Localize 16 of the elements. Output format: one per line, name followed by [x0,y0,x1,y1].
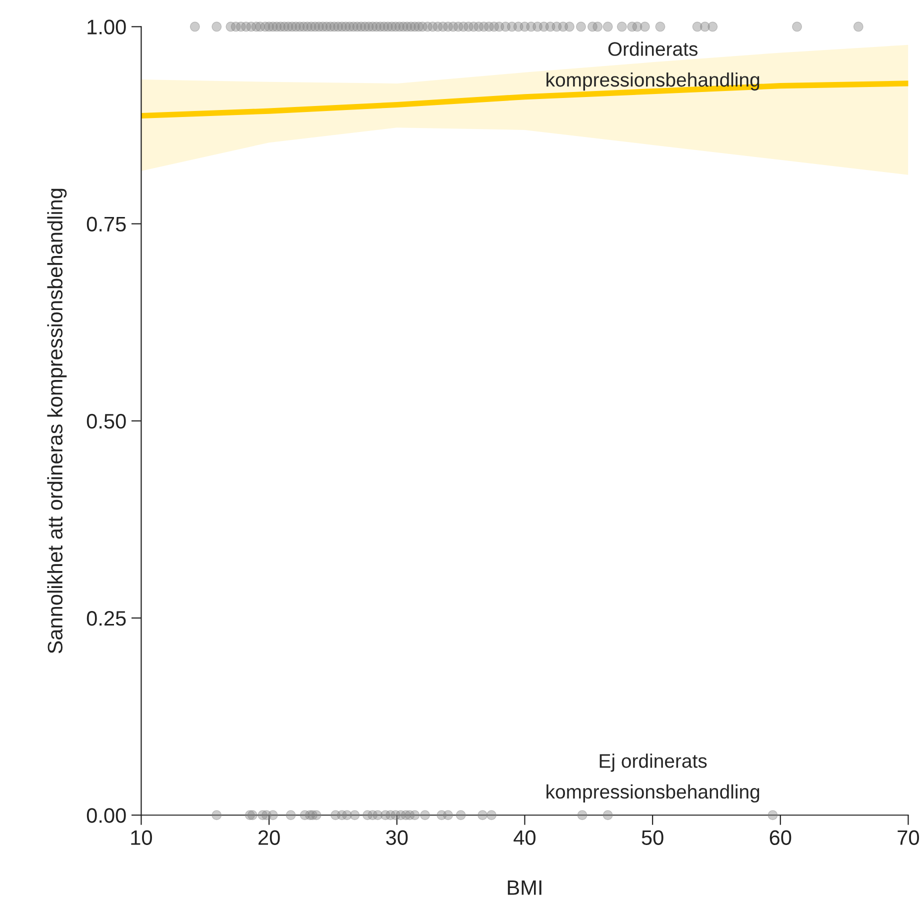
annotation: Ej ordinerats kompressionsbehandling [546,754,760,803]
x-tick-label: 30 [386,830,408,846]
y-axis-title: Sannolikhet att ordineras kompressionsbehandling [47,188,67,654]
y-tick-label: 0.25 [86,611,126,626]
x-tick-label: 40 [514,830,536,846]
x-tick-label: 20 [258,830,280,846]
y-tick-label: 0.00 [86,808,126,823]
x-tick-label: 50 [642,830,664,846]
y-tick-label: 1.00 [88,20,126,34]
x-tick-label: 70 [898,830,920,846]
x-tick-label: 60 [770,830,792,846]
annotation: Ordinerats kompressionsbehandling [546,42,760,91]
y-tick-label: 0.50 [86,414,126,429]
x-axis-title: BMI [508,880,542,895]
y-tick-label: 0.75 [86,216,126,232]
x-tick-label: 10 [131,830,152,846]
